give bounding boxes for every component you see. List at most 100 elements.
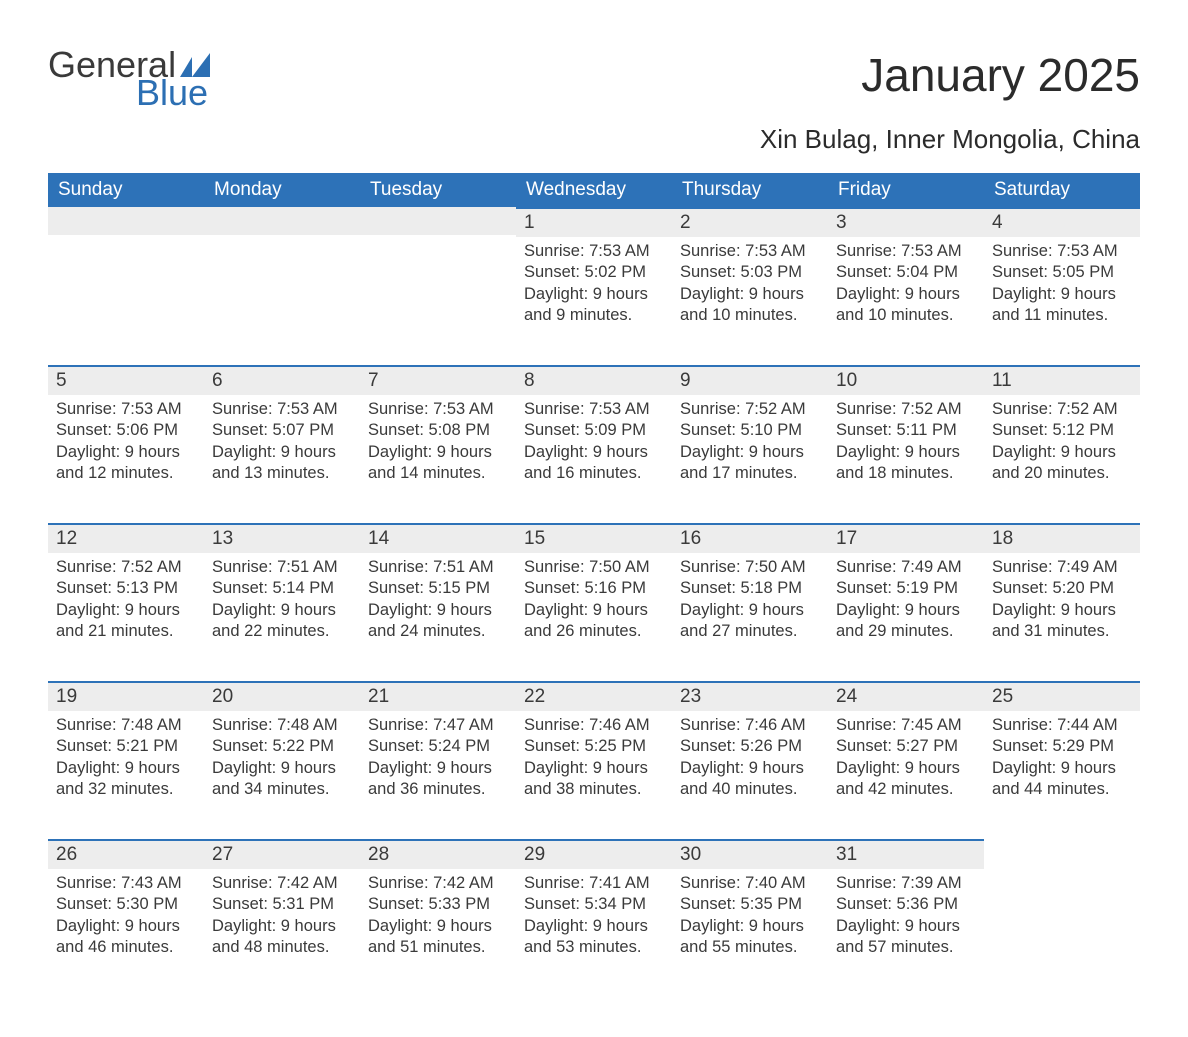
day-body-cell: Sunrise: 7:46 AMSunset: 5:25 PMDaylight:…	[516, 711, 672, 839]
week-body-row: Sunrise: 7:52 AMSunset: 5:13 PMDaylight:…	[48, 553, 1140, 681]
sunset-text: Sunset: 5:11 PM	[836, 420, 976, 441]
day-number: 23	[672, 681, 828, 711]
day-body: Sunrise: 7:47 AMSunset: 5:24 PMDaylight:…	[360, 711, 516, 807]
day-number-cell	[204, 207, 360, 237]
day-body: Sunrise: 7:50 AMSunset: 5:16 PMDaylight:…	[516, 553, 672, 649]
daylight-text: Daylight: 9 hours	[836, 758, 976, 779]
day-number: 31	[828, 839, 984, 869]
day-number-cell: 16	[672, 523, 828, 553]
day-number: 29	[516, 839, 672, 869]
weekday-header: Tuesday	[360, 173, 516, 207]
daylight-text: and 9 minutes.	[524, 305, 664, 326]
day-body: Sunrise: 7:53 AMSunset: 5:05 PMDaylight:…	[984, 237, 1140, 333]
daylight-text: Daylight: 9 hours	[524, 916, 664, 937]
day-number: 14	[360, 523, 516, 553]
day-body: Sunrise: 7:52 AMSunset: 5:13 PMDaylight:…	[48, 553, 204, 649]
sunset-text: Sunset: 5:24 PM	[368, 736, 508, 757]
day-number: 3	[828, 207, 984, 237]
sunset-text: Sunset: 5:07 PM	[212, 420, 352, 441]
day-number: 18	[984, 523, 1140, 553]
day-number-cell: 9	[672, 365, 828, 395]
daylight-text: and 48 minutes.	[212, 937, 352, 958]
sunset-text: Sunset: 5:19 PM	[836, 578, 976, 599]
day-number-cell: 2	[672, 207, 828, 237]
sunrise-text: Sunrise: 7:52 AM	[836, 399, 976, 420]
day-body-cell: Sunrise: 7:51 AMSunset: 5:14 PMDaylight:…	[204, 553, 360, 681]
day-number: 5	[48, 365, 204, 395]
day-number: 9	[672, 365, 828, 395]
sunset-text: Sunset: 5:36 PM	[836, 894, 976, 915]
daylight-text: Daylight: 9 hours	[212, 758, 352, 779]
day-body-cell: Sunrise: 7:49 AMSunset: 5:19 PMDaylight:…	[828, 553, 984, 681]
title-block: January 2025	[861, 48, 1140, 102]
daylight-text: Daylight: 9 hours	[56, 600, 196, 621]
daylight-text: Daylight: 9 hours	[368, 916, 508, 937]
weekday-header: Monday	[204, 173, 360, 207]
header: General Blue January 2025	[48, 48, 1140, 110]
daylight-text: and 13 minutes.	[212, 463, 352, 484]
daylight-text: and 55 minutes.	[680, 937, 820, 958]
sunrise-text: Sunrise: 7:42 AM	[212, 873, 352, 894]
sunrise-text: Sunrise: 7:53 AM	[212, 399, 352, 420]
day-number: 12	[48, 523, 204, 553]
daylight-text: and 57 minutes.	[836, 937, 976, 958]
day-number: 10	[828, 365, 984, 395]
day-number: 24	[828, 681, 984, 711]
sunset-text: Sunset: 5:10 PM	[680, 420, 820, 441]
day-number: 11	[984, 365, 1140, 395]
day-number-cell: 7	[360, 365, 516, 395]
day-body-cell: Sunrise: 7:53 AMSunset: 5:03 PMDaylight:…	[672, 237, 828, 365]
sunset-text: Sunset: 5:14 PM	[212, 578, 352, 599]
daylight-text: Daylight: 9 hours	[368, 600, 508, 621]
day-number-cell: 14	[360, 523, 516, 553]
sunset-text: Sunset: 5:18 PM	[680, 578, 820, 599]
sunset-text: Sunset: 5:02 PM	[524, 262, 664, 283]
day-body-cell: Sunrise: 7:53 AMSunset: 5:04 PMDaylight:…	[828, 237, 984, 365]
day-body: Sunrise: 7:53 AMSunset: 5:09 PMDaylight:…	[516, 395, 672, 491]
daylight-text: and 29 minutes.	[836, 621, 976, 642]
location: Xin Bulag, Inner Mongolia, China	[48, 124, 1140, 155]
sunrise-text: Sunrise: 7:52 AM	[680, 399, 820, 420]
day-body-cell: Sunrise: 7:52 AMSunset: 5:12 PMDaylight:…	[984, 395, 1140, 523]
day-body-cell: Sunrise: 7:52 AMSunset: 5:11 PMDaylight:…	[828, 395, 984, 523]
daylight-text: and 14 minutes.	[368, 463, 508, 484]
day-number-cell: 11	[984, 365, 1140, 395]
sunrise-text: Sunrise: 7:53 AM	[992, 241, 1132, 262]
sunrise-text: Sunrise: 7:44 AM	[992, 715, 1132, 736]
weekday-header: Sunday	[48, 173, 204, 207]
sunset-text: Sunset: 5:16 PM	[524, 578, 664, 599]
day-number-empty	[204, 207, 360, 235]
sunset-text: Sunset: 5:20 PM	[992, 578, 1132, 599]
daylight-text: and 16 minutes.	[524, 463, 664, 484]
daylight-text: and 22 minutes.	[212, 621, 352, 642]
day-body-cell: Sunrise: 7:48 AMSunset: 5:22 PMDaylight:…	[204, 711, 360, 839]
day-body-cell: Sunrise: 7:48 AMSunset: 5:21 PMDaylight:…	[48, 711, 204, 839]
sunset-text: Sunset: 5:35 PM	[680, 894, 820, 915]
sunset-text: Sunset: 5:05 PM	[992, 262, 1132, 283]
daylight-text: and 53 minutes.	[524, 937, 664, 958]
day-number-cell: 31	[828, 839, 984, 869]
day-body: Sunrise: 7:46 AMSunset: 5:25 PMDaylight:…	[516, 711, 672, 807]
day-number: 4	[984, 207, 1140, 237]
daylight-text: Daylight: 9 hours	[992, 600, 1132, 621]
day-body-cell	[204, 237, 360, 365]
day-number: 8	[516, 365, 672, 395]
daylight-text: and 44 minutes.	[992, 779, 1132, 800]
sunset-text: Sunset: 5:26 PM	[680, 736, 820, 757]
week-body-row: Sunrise: 7:53 AMSunset: 5:06 PMDaylight:…	[48, 395, 1140, 523]
sunset-text: Sunset: 5:09 PM	[524, 420, 664, 441]
day-body-cell: Sunrise: 7:52 AMSunset: 5:13 PMDaylight:…	[48, 553, 204, 681]
day-number-cell: 5	[48, 365, 204, 395]
day-body-cell: Sunrise: 7:49 AMSunset: 5:20 PMDaylight:…	[984, 553, 1140, 681]
day-body: Sunrise: 7:53 AMSunset: 5:03 PMDaylight:…	[672, 237, 828, 333]
sunrise-text: Sunrise: 7:45 AM	[836, 715, 976, 736]
daylight-text: Daylight: 9 hours	[524, 758, 664, 779]
sunrise-text: Sunrise: 7:48 AM	[56, 715, 196, 736]
sunset-text: Sunset: 5:30 PM	[56, 894, 196, 915]
day-number: 1	[516, 207, 672, 237]
daylight-text: and 12 minutes.	[56, 463, 196, 484]
sunrise-text: Sunrise: 7:49 AM	[836, 557, 976, 578]
day-number-cell: 1	[516, 207, 672, 237]
daylight-text: and 27 minutes.	[680, 621, 820, 642]
daylight-text: and 20 minutes.	[992, 463, 1132, 484]
